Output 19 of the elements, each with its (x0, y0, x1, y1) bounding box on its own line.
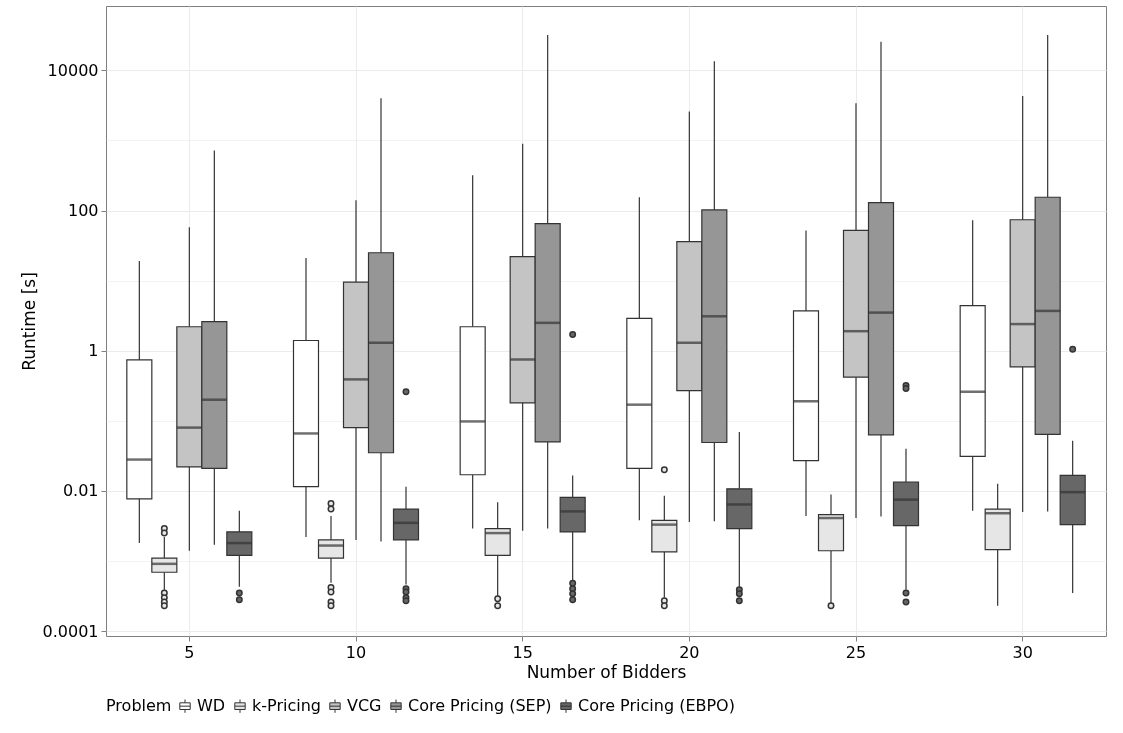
y-tick-label: 0.01 (62, 481, 99, 501)
x-tick-label: 20 (679, 642, 700, 662)
legend-label: k-Pricing (252, 696, 321, 716)
x-tick-label: 5 (184, 642, 195, 662)
x-tick-label: 30 (1012, 642, 1033, 662)
legend-label: WD (197, 696, 226, 716)
legend-label: Core Pricing (EBPO) (578, 696, 735, 716)
y-tick-label: 0.0001 (42, 621, 99, 641)
y-tick-label: 10000 (47, 60, 99, 80)
y-tick-label: 1 (88, 341, 99, 361)
legend-title: Problem (106, 696, 172, 715)
legend-label: Core Pricing (SEP) (408, 696, 552, 716)
y-tick-label: 100 (67, 201, 99, 221)
x-axis-title: Number of Bidders (526, 661, 687, 682)
x-tick-label: 10 (345, 642, 367, 662)
legend-label: VCG (347, 696, 382, 716)
x-tick-label: 25 (845, 642, 867, 662)
x-tick-label: 15 (512, 642, 533, 662)
y-axis-title: Runtime [s] (18, 272, 39, 371)
